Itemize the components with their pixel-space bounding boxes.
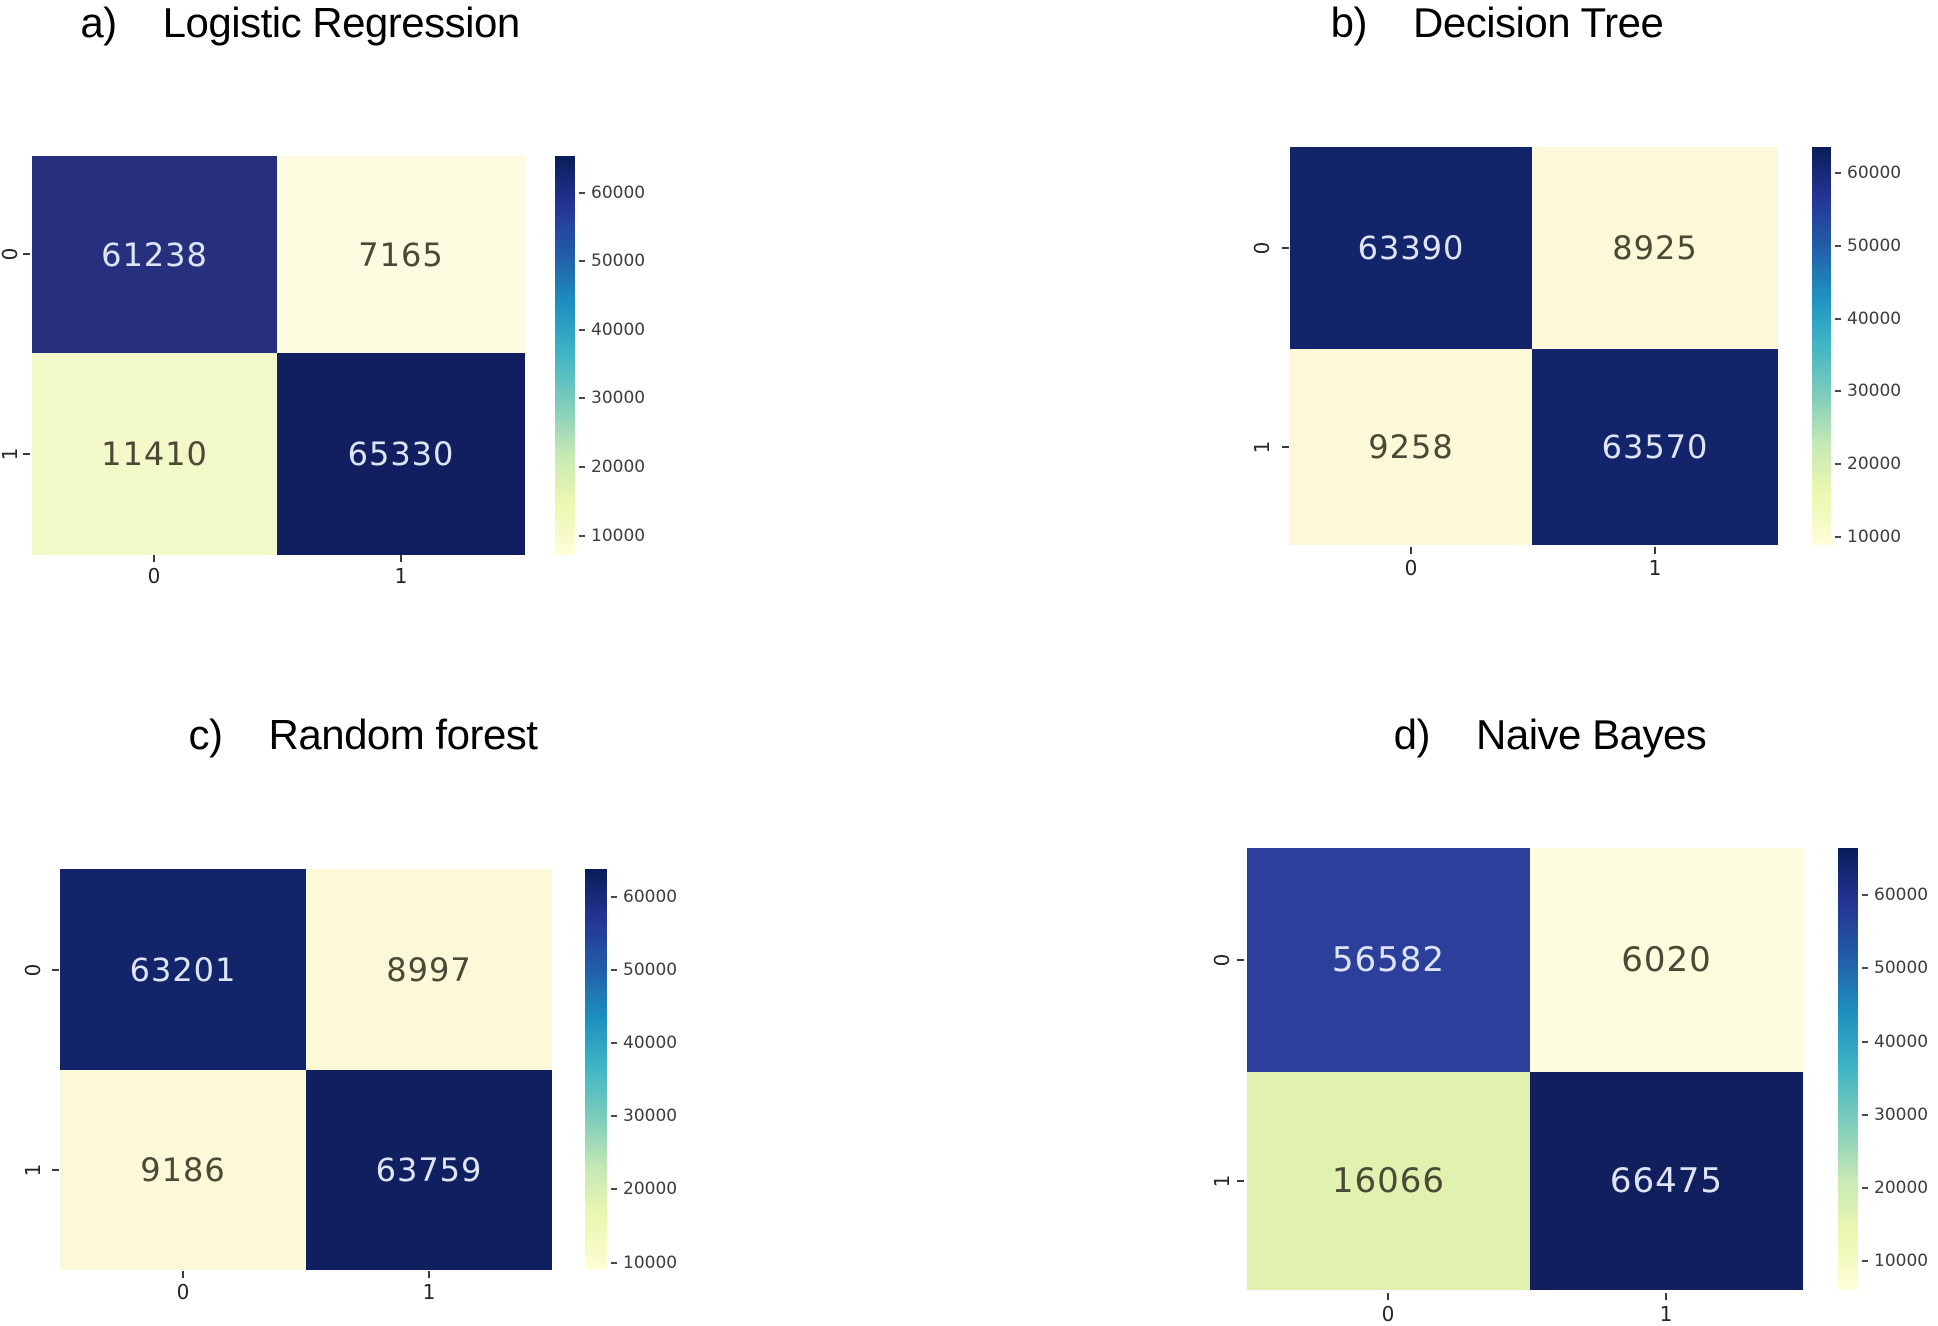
- colorbar-tick-label: 50000: [611, 960, 677, 980]
- colorbar-tick-label: 10000: [611, 1253, 677, 1273]
- panel-label: d): [1393, 711, 1431, 758]
- x-axis-tick-label: 0: [132, 555, 176, 588]
- heatmap-cell-r0c1: 6020: [1530, 848, 1803, 1072]
- colorbar: 60000 50000 40000 30000 20000 10000: [1838, 848, 1928, 1290]
- heatmap-cell-r0c1: 7165: [277, 156, 525, 353]
- heatmap-cell-r1c0: 9186: [60, 1070, 306, 1270]
- colorbar-tick-label: 40000: [611, 1033, 677, 1053]
- panel-label: c): [188, 711, 224, 758]
- colorbar-tick-label: 60000: [579, 183, 645, 203]
- colorbar-tick-label: 20000: [1862, 1178, 1928, 1198]
- y-axis-tick-label: 1: [1210, 1174, 1234, 1188]
- colorbar-tick-label: 50000: [579, 251, 645, 271]
- x-axis-tick-label: 1: [1633, 547, 1677, 580]
- panel-title-text: Logistic Regression: [162, 0, 521, 46]
- heatmap-cell-r1c0: 16066: [1247, 1072, 1530, 1290]
- colorbar-tick-label: 20000: [1835, 454, 1901, 474]
- colorbar-gradient: [585, 869, 607, 1270]
- colorbar-tick-label: 60000: [611, 887, 677, 907]
- x-axis-tick-label: 1: [379, 555, 423, 588]
- tick-mark: [1282, 247, 1289, 249]
- heatmap-cell-r1c1: 65330: [277, 353, 525, 555]
- colorbar-gradient: [555, 156, 575, 555]
- x-axis-tick-label: 1: [407, 1271, 451, 1304]
- tick-mark: [1237, 959, 1244, 961]
- heatmap-matrix: 63201 8997 9186 63759: [60, 869, 552, 1270]
- heatmap-cell-r0c0: 61238: [32, 156, 277, 353]
- y-axis-tick-label: 0: [1210, 953, 1234, 967]
- colorbar-tick-label: 30000: [579, 388, 645, 408]
- colorbar-tick-label: 30000: [1835, 381, 1901, 401]
- colorbar-tick-label: 60000: [1862, 885, 1928, 905]
- x-axis-tick-label: 0: [1366, 1293, 1410, 1326]
- colorbar-tick-label: 20000: [611, 1179, 677, 1199]
- heatmap-cell-r0c0: 63390: [1290, 147, 1532, 349]
- colorbar-gradient: [1812, 147, 1831, 545]
- panel-title: b) Decision Tree: [1197, 0, 1797, 46]
- colorbar-tick-label: 40000: [579, 320, 645, 340]
- x-axis-tick-label: 1: [1644, 1293, 1688, 1326]
- y-axis-tick-label: 0: [1250, 241, 1274, 255]
- tick-mark: [23, 253, 30, 255]
- heatmap-cell-r1c1: 63759: [306, 1070, 552, 1270]
- colorbar-gradient: [1838, 848, 1858, 1290]
- colorbar-tick-label: 10000: [1862, 1251, 1928, 1271]
- panel-label: a): [80, 0, 117, 46]
- y-axis-tick-label: 1: [0, 447, 22, 461]
- colorbar: 60000 50000 40000 30000 20000 10000: [1812, 147, 1901, 547]
- panel-title: c) Random forest: [63, 711, 663, 758]
- heatmap-cell-r1c0: 9258: [1290, 349, 1532, 545]
- tick-mark: [1237, 1180, 1244, 1182]
- panel-title-text: Decision Tree: [1413, 0, 1664, 46]
- colorbar-tick-label: 40000: [1862, 1032, 1928, 1052]
- tick-mark: [52, 1169, 59, 1171]
- heatmap-matrix: 56582 6020 16066 66475: [1247, 848, 1803, 1290]
- colorbar-tick-label: 10000: [1835, 527, 1901, 547]
- y-axis-tick-label: 0: [21, 963, 45, 977]
- colorbar-tick-label: 20000: [579, 457, 645, 477]
- y-axis-tick-label: 1: [21, 1163, 45, 1177]
- heatmap-cell-r0c0: 63201: [60, 869, 306, 1070]
- heatmap-matrix: 61238 7165 11410 65330: [32, 156, 525, 555]
- colorbar-tick-label: 50000: [1862, 958, 1928, 978]
- x-axis-tick-label: 0: [161, 1271, 205, 1304]
- colorbar-tick-label: 30000: [1862, 1105, 1928, 1125]
- colorbar-tick-label: 10000: [579, 526, 645, 546]
- heatmap-cell-r1c0: 11410: [32, 353, 277, 555]
- panel-title-text: Random forest: [268, 711, 538, 758]
- panel-title: a) Logistic Regression: [0, 0, 600, 46]
- tick-mark: [1282, 446, 1289, 448]
- heatmap-cell-r1c1: 66475: [1530, 1072, 1803, 1290]
- colorbar-tick-label: 30000: [611, 1106, 677, 1126]
- x-axis-tick-label: 0: [1389, 547, 1433, 580]
- colorbar: 60000 50000 40000 30000 20000 10000: [585, 869, 677, 1273]
- panel-label: b): [1330, 0, 1368, 46]
- y-axis-tick-label: 1: [1250, 440, 1274, 454]
- colorbar-tick-label: 50000: [1835, 236, 1901, 256]
- panel-title: d) Naive Bayes: [1250, 711, 1850, 758]
- panel-title-text: Naive Bayes: [1476, 711, 1707, 758]
- heatmap-matrix: 63390 8925 9258 63570: [1290, 147, 1778, 545]
- heatmap-cell-r1c1: 63570: [1532, 349, 1778, 545]
- heatmap-cell-r0c1: 8925: [1532, 147, 1778, 349]
- heatmap-cell-r0c1: 8997: [306, 869, 552, 1070]
- tick-mark: [52, 969, 59, 971]
- heatmap-cell-r0c0: 56582: [1247, 848, 1530, 1072]
- colorbar: 60000 50000 40000 30000 20000 10000: [555, 156, 645, 555]
- colorbar-tick-label: 60000: [1835, 163, 1901, 183]
- tick-mark: [23, 453, 30, 455]
- colorbar-tick-label: 40000: [1835, 309, 1901, 329]
- y-axis-tick-label: 0: [0, 247, 22, 261]
